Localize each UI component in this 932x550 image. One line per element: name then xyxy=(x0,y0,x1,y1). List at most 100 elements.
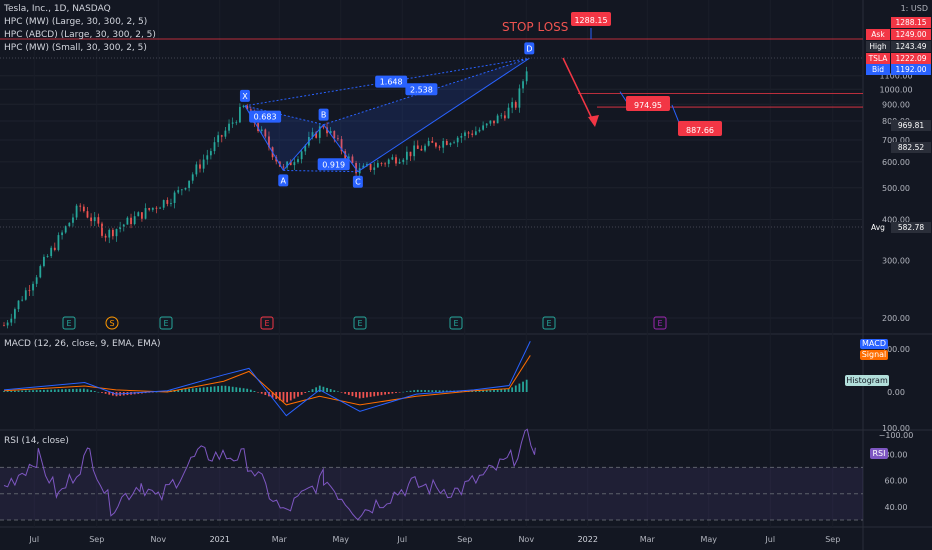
earnings-badge[interactable]: E xyxy=(453,319,458,328)
split-badge[interactable]: S xyxy=(109,319,114,328)
rsi-title[interactable]: RSI (14, close) xyxy=(4,436,69,446)
candle-body xyxy=(111,229,114,237)
time-tick-label: Mar xyxy=(640,535,656,544)
pattern-leg xyxy=(357,57,530,173)
macd-histogram-bar xyxy=(416,389,419,392)
pattern-ratio-label-bg xyxy=(249,110,282,123)
candle-body xyxy=(329,131,332,134)
macd-histogram-bar xyxy=(474,391,477,392)
histogram-legend-tag-bg xyxy=(845,375,889,386)
macd-histogram-bar xyxy=(177,389,180,392)
macd-tick-label: −100.00 xyxy=(879,431,914,440)
macd-title[interactable]: MACD (12, 26, close, 9, EMA, EMA) xyxy=(4,339,161,349)
macd-histogram-bar xyxy=(93,391,96,392)
candle-body xyxy=(104,235,107,238)
macd-histogram-bar xyxy=(217,386,220,392)
macd-histogram-bar xyxy=(409,390,412,392)
candle-body xyxy=(166,200,169,204)
macd-histogram-bar xyxy=(340,392,343,393)
pattern-ratio-label-bg xyxy=(317,158,350,171)
indicator-legend-2[interactable]: HPC (ABCD) (Large, 30, 300, 2, 5) xyxy=(4,30,156,40)
candle-body xyxy=(337,138,339,140)
candle-body xyxy=(235,122,238,124)
earnings-badge[interactable]: E xyxy=(264,319,269,328)
macd-histogram-bar xyxy=(242,388,245,392)
indicator-legend-1[interactable]: HPC (MW) (Large, 30, 300, 2, 5) xyxy=(4,17,148,27)
candle-body xyxy=(297,159,299,163)
earnings-badge-box xyxy=(260,316,274,330)
candle-body xyxy=(409,151,412,157)
indicator-legend-3[interactable]: HPC (MW) (Small, 30, 300, 2, 5) xyxy=(4,43,147,53)
earnings-badge-box xyxy=(542,316,556,330)
candle-body xyxy=(213,142,216,152)
price-marker-bg xyxy=(891,41,931,52)
candle-body xyxy=(246,105,249,110)
macd-histogram-bar xyxy=(478,390,481,392)
stop-loss-label: STOP LOSS xyxy=(502,20,569,34)
candle-body xyxy=(427,140,430,146)
macd-histogram-bar xyxy=(10,390,13,392)
macd-histogram-bar xyxy=(518,383,521,392)
candle-body xyxy=(289,161,292,166)
macd-line xyxy=(3,341,531,417)
candle-body xyxy=(449,143,452,145)
macd-histogram-bar xyxy=(373,392,376,397)
candle-body xyxy=(311,132,314,137)
time-tick-label: Nov xyxy=(518,535,534,544)
macd-histogram-bar xyxy=(21,390,24,392)
macd-histogram-bar xyxy=(514,385,517,392)
earnings-badge[interactable]: E xyxy=(546,319,551,328)
candle-body xyxy=(268,136,270,148)
price-marker-tag-bg xyxy=(866,41,890,52)
macd-histogram-bar xyxy=(405,391,408,392)
candle-body xyxy=(184,187,187,190)
price-marker-bg xyxy=(891,120,931,131)
candle-body xyxy=(10,318,13,323)
macd-histogram-bar xyxy=(61,389,63,392)
symbol-title[interactable]: Tesla, Inc., 1D, NASDAQ xyxy=(4,4,111,14)
candle-body xyxy=(141,212,143,219)
macd-histogram-bar xyxy=(507,389,510,392)
candle-body xyxy=(72,217,74,223)
earnings-badge-box xyxy=(159,316,173,330)
earnings-badge[interactable]: E xyxy=(657,319,662,328)
earnings-badge[interactable]: E xyxy=(357,319,362,328)
candle-body xyxy=(333,131,336,139)
macd-histogram-bar xyxy=(111,392,114,396)
macd-histogram-bar xyxy=(199,387,201,392)
time-tick-label: Sep xyxy=(825,535,840,544)
price-marker-value: 969.81 xyxy=(898,121,924,130)
candle-body xyxy=(474,131,477,135)
candle-body xyxy=(224,130,227,137)
macd-histogram-bar xyxy=(438,390,441,392)
macd-histogram-bar xyxy=(108,392,111,395)
candle-body xyxy=(97,217,100,224)
price-tick-label: 200.00 xyxy=(882,314,910,323)
time-tick-label: Jul xyxy=(764,535,775,544)
price-marker-bg xyxy=(891,142,931,153)
earnings-badge[interactable]: E xyxy=(66,319,71,328)
price-tick-label: 400.00 xyxy=(882,216,910,225)
pattern-point-d: D xyxy=(526,44,532,53)
candle-body xyxy=(53,247,56,250)
candle-body xyxy=(464,132,466,136)
candle-body xyxy=(282,166,285,168)
macd-histogram-bar xyxy=(6,391,9,392)
macd-histogram-bar xyxy=(228,386,230,392)
macd-histogram-bar xyxy=(239,387,241,392)
candle-body xyxy=(369,164,372,170)
candle-body xyxy=(249,109,252,111)
candle-body xyxy=(217,135,220,143)
macd-histogram-bar xyxy=(79,388,82,392)
macd-histogram-bar xyxy=(435,390,437,392)
earnings-badge[interactable]: E xyxy=(163,319,168,328)
earnings-badge-box xyxy=(449,316,463,330)
candle-body xyxy=(3,325,5,327)
candle-body xyxy=(130,217,132,225)
macd-histogram-bar xyxy=(424,390,426,392)
macd-histogram-bar xyxy=(282,392,285,402)
candle-body xyxy=(355,162,357,174)
rsi-line xyxy=(3,428,536,521)
macd-histogram-bar xyxy=(329,389,332,392)
